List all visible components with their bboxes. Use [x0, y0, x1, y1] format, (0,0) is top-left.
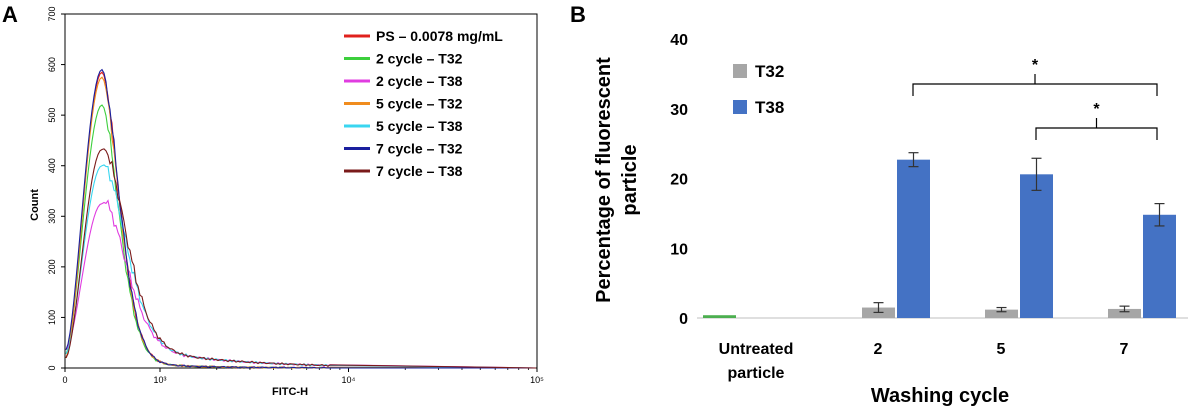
- b-x-tick-label: 7: [1120, 341, 1129, 358]
- a-series-curve-6: [65, 68, 536, 369]
- b-legend-swatch: [733, 100, 747, 114]
- b-bar-t38: [1020, 174, 1053, 318]
- b-legend-label: T32: [755, 62, 784, 81]
- panel-b-letter: B: [570, 2, 586, 27]
- b-bar-t38: [897, 159, 930, 318]
- b-y-tick-label: 20: [670, 172, 688, 189]
- a-y-tick-label: 0: [47, 365, 57, 370]
- panel-b-bar-chart: B Percentage of fluorescent particle 0 10…: [570, 2, 1188, 407]
- b-legend-swatch: [733, 64, 747, 78]
- b-bar-untreated: [703, 315, 736, 318]
- panel-b-y-axis-label-line2: particle: [619, 144, 641, 215]
- a-legend-label: 2 cycle – T32: [376, 51, 463, 67]
- panel-b-x-tick-labels: Untreated particle 2 5 7: [719, 341, 1129, 382]
- panel-a-x-ticks: 0 10³ 10⁴ 10⁵: [62, 368, 544, 385]
- a-legend-label: 2 cycle – T38: [376, 73, 463, 89]
- a-series-curve-7: [65, 148, 537, 369]
- b-significance-star: *: [1032, 57, 1039, 74]
- panel-a-y-axis-label: Count: [29, 189, 41, 221]
- b-bar-t32: [1108, 308, 1141, 318]
- b-bar-t38: [1143, 214, 1176, 318]
- a-y-tick-label: 400: [47, 158, 57, 173]
- panel-b-y-axis-label-line1: Percentage of fluorescent: [593, 57, 615, 303]
- panel-a-flow-histogram: A 0 100 200 300 400 500 600 700 0 10³ 10⁴ 10⁵ Coun…: [2, 2, 544, 398]
- b-y-tick-label: 10: [670, 241, 688, 258]
- panel-b-significance-brackets: **: [912, 57, 1158, 140]
- a-y-tick-label: 600: [47, 57, 57, 72]
- a-x-tick-label: 0: [62, 375, 67, 385]
- a-legend-label: 7 cycle – T38: [376, 163, 463, 179]
- b-x-tick-label: 5: [997, 341, 1006, 358]
- b-y-tick-label: 30: [670, 102, 688, 119]
- panel-a-x-axis-label: FITC-H: [272, 386, 308, 398]
- a-y-tick-label: 100: [47, 310, 57, 325]
- panel-a-legend: PS – 0.0078 mg/mL 2 cycle – T32 2 cycle – …: [344, 28, 503, 179]
- a-x-tick-label: 10⁴: [342, 375, 356, 385]
- a-x-tick-label: 10³: [153, 375, 166, 385]
- b-bar-t32: [985, 309, 1018, 318]
- a-y-tick-label: 300: [47, 209, 57, 224]
- panel-a-curves: [65, 68, 537, 369]
- b-significance-star: *: [1093, 101, 1100, 118]
- b-x-tick-label: Untreated: [719, 341, 794, 358]
- a-legend-label: PS – 0.0078 mg/mL: [376, 28, 503, 44]
- b-significance-bracket: [1035, 127, 1158, 140]
- a-legend-label: 7 cycle – T32: [376, 141, 463, 157]
- b-x-tick-label: 2: [874, 341, 883, 358]
- a-legend-label: 5 cycle – T32: [376, 96, 463, 112]
- b-legend-label: T38: [755, 98, 784, 117]
- panel-b-bars: [703, 152, 1176, 318]
- b-x-tick-label-line2: particle: [728, 365, 785, 382]
- a-y-tick-label: 200: [47, 259, 57, 274]
- panel-a-y-ticks: 0 100 200 300 400 500 600 700: [47, 6, 65, 371]
- a-y-tick-label: 700: [47, 6, 57, 21]
- panel-a-letter: A: [2, 2, 18, 27]
- panel-b-x-axis-label: Washing cycle: [871, 385, 1009, 407]
- a-y-tick-label: 500: [47, 108, 57, 123]
- a-x-tick-label: 10⁵: [530, 375, 544, 385]
- a-legend-label: 5 cycle – T38: [376, 118, 463, 134]
- b-y-tick-label: 40: [670, 32, 688, 49]
- panel-b-legend: T32 T38: [733, 62, 784, 117]
- b-y-tick-label: 0: [679, 311, 688, 328]
- b-significance-bracket: [912, 83, 1158, 96]
- panel-b-y-ticks: 0 10 20 30 40: [670, 32, 688, 328]
